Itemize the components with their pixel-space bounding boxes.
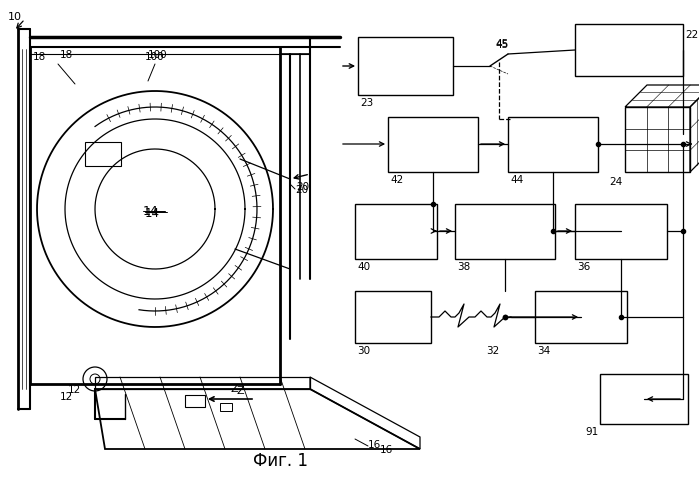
Text: 22: 22 [685,30,698,40]
Bar [600,374,688,424]
Text: Z: Z [236,385,244,395]
Text: 16: 16 [368,439,381,449]
Text: 44: 44 [510,175,524,184]
Text: 100: 100 [145,52,165,62]
Text: 18: 18 [33,52,46,62]
Text: 91: 91 [585,426,598,436]
Text: 45: 45 [495,39,508,49]
Bar [455,205,555,259]
Text: 45: 45 [495,40,508,50]
Text: 36: 36 [577,261,590,272]
Bar [85,143,121,166]
Bar [388,118,478,173]
Text: 14: 14 [143,205,159,217]
Bar [535,291,627,343]
Bar [508,118,598,173]
Text: 20: 20 [295,184,308,195]
Text: 38: 38 [457,261,470,272]
Text: 12: 12 [60,391,73,401]
Text: Фиг. 1: Фиг. 1 [252,451,308,469]
Text: 24: 24 [610,177,623,187]
Text: 16: 16 [380,444,394,454]
Text: 40: 40 [357,261,370,272]
Text: 14: 14 [145,207,160,220]
Text: 32: 32 [486,345,499,355]
Text: 20: 20 [296,182,309,192]
Bar [358,38,453,96]
Text: 42: 42 [390,175,403,184]
Bar [575,205,667,259]
Text: 10: 10 [8,12,22,22]
Text: 34: 34 [537,345,550,355]
Bar [355,291,431,343]
Text: 30: 30 [357,345,370,355]
Bar [575,25,683,77]
Bar [625,108,690,173]
Bar [355,205,437,259]
Text: 12: 12 [68,384,81,394]
Bar [220,403,232,411]
Text: 23: 23 [360,98,373,108]
Text: 100: 100 [148,50,168,60]
Text: 18: 18 [60,50,73,60]
Text: Z: Z [230,383,238,393]
Bar [185,395,205,407]
